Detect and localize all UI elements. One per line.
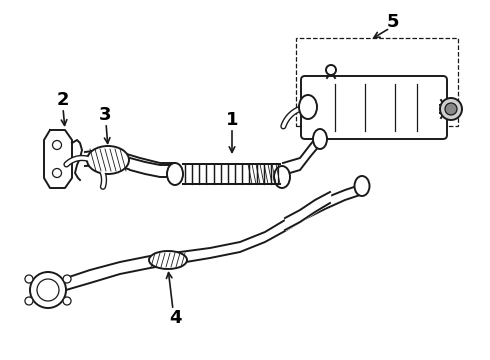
Bar bbox=[296, 38, 458, 126]
Ellipse shape bbox=[354, 176, 369, 196]
Circle shape bbox=[440, 98, 462, 120]
Polygon shape bbox=[44, 130, 72, 188]
Circle shape bbox=[37, 279, 59, 301]
Text: 1: 1 bbox=[226, 111, 238, 129]
Text: 2: 2 bbox=[57, 91, 69, 109]
Text: 3: 3 bbox=[99, 106, 111, 124]
Circle shape bbox=[63, 275, 71, 283]
Circle shape bbox=[30, 272, 66, 308]
Polygon shape bbox=[441, 100, 447, 118]
Text: 4: 4 bbox=[169, 309, 181, 327]
Ellipse shape bbox=[274, 166, 290, 188]
Ellipse shape bbox=[149, 251, 187, 269]
Circle shape bbox=[25, 297, 33, 305]
Text: 5: 5 bbox=[387, 13, 399, 31]
Ellipse shape bbox=[313, 129, 327, 149]
FancyBboxPatch shape bbox=[301, 76, 447, 139]
Circle shape bbox=[25, 275, 33, 283]
Ellipse shape bbox=[167, 163, 183, 185]
Ellipse shape bbox=[299, 95, 317, 119]
Circle shape bbox=[63, 297, 71, 305]
Circle shape bbox=[52, 140, 62, 149]
Circle shape bbox=[326, 65, 336, 75]
Circle shape bbox=[445, 103, 457, 115]
Circle shape bbox=[52, 168, 62, 177]
Ellipse shape bbox=[87, 146, 129, 174]
Polygon shape bbox=[183, 165, 280, 183]
